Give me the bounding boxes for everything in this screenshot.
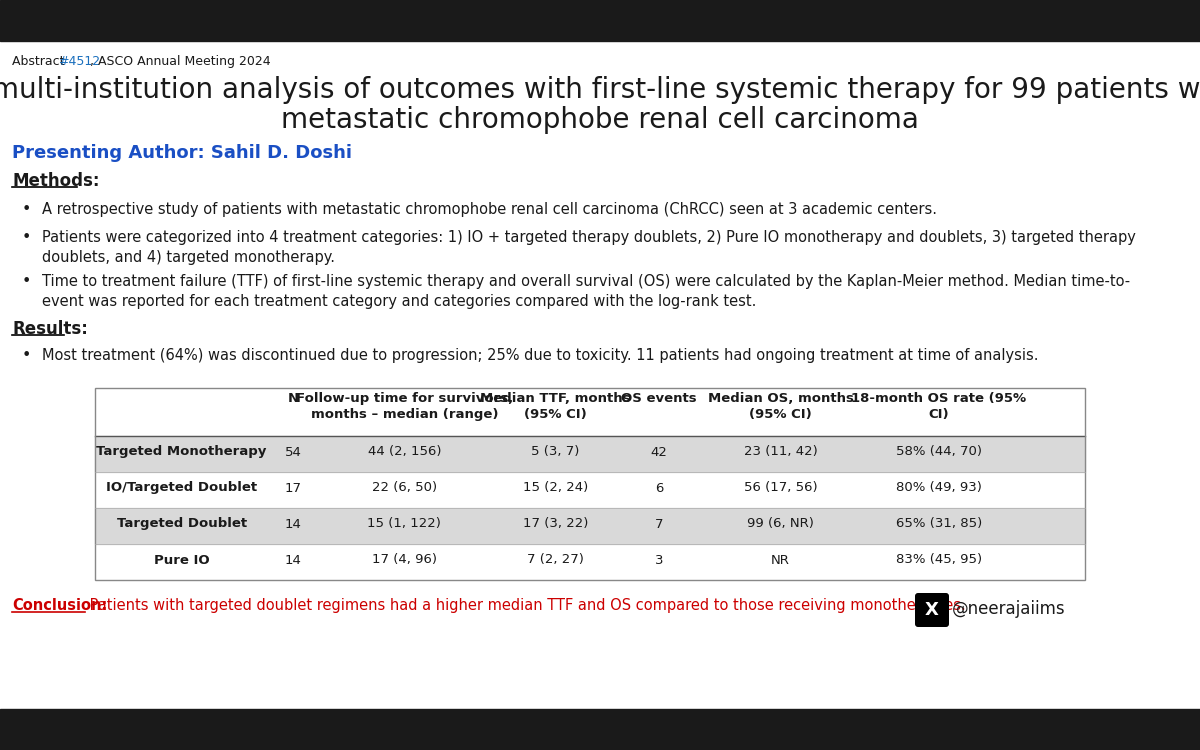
Text: 58% (44, 70): 58% (44, 70) <box>896 446 982 458</box>
Text: Time to treatment failure (TTF) of first-line systemic therapy and overall survi: Time to treatment failure (TTF) of first… <box>42 274 1130 309</box>
Text: Median TTF, months
(95% CI): Median TTF, months (95% CI) <box>480 392 631 421</box>
Text: •: • <box>22 202 31 217</box>
Text: 83% (45, 95): 83% (45, 95) <box>896 554 982 566</box>
Text: •: • <box>22 348 31 363</box>
Text: 80% (49, 93): 80% (49, 93) <box>896 482 982 494</box>
Text: Abstract: Abstract <box>12 55 68 68</box>
Text: Most treatment (64%) was discontinued due to progression; 25% due to toxicity. 1: Most treatment (64%) was discontinued du… <box>42 348 1038 363</box>
Text: Targeted Doublet: Targeted Doublet <box>116 518 247 530</box>
Text: 18-month OS rate (95%
CI): 18-month OS rate (95% CI) <box>852 392 1026 421</box>
Text: Patients with targeted doublet regimens had a higher median TTF and OS compared : Patients with targeted doublet regimens … <box>85 598 966 613</box>
Text: 5 (3, 7): 5 (3, 7) <box>532 446 580 458</box>
Text: 15 (2, 24): 15 (2, 24) <box>523 482 588 494</box>
Text: Pure IO: Pure IO <box>154 554 210 566</box>
Text: IO/Targeted Doublet: IO/Targeted Doublet <box>106 482 257 494</box>
Bar <box>0 709 1200 750</box>
Text: 3: 3 <box>655 554 664 566</box>
Text: •: • <box>22 230 31 245</box>
Text: 17: 17 <box>284 482 301 494</box>
Text: 17 (4, 96): 17 (4, 96) <box>372 554 437 566</box>
Text: A retrospective study of patients with metastatic chromophobe renal cell carcino: A retrospective study of patients with m… <box>42 202 937 217</box>
Text: 23 (11, 42): 23 (11, 42) <box>744 446 817 458</box>
Text: •: • <box>22 274 31 289</box>
Text: metastatic chromophobe renal cell carcinoma: metastatic chromophobe renal cell carcin… <box>281 106 919 134</box>
Bar <box>95 436 1085 472</box>
Text: 99 (6, NR): 99 (6, NR) <box>748 518 814 530</box>
Bar <box>0 0 1200 41</box>
Text: Results:: Results: <box>12 320 88 338</box>
Text: #4512: #4512 <box>58 55 100 68</box>
Text: 44 (2, 156): 44 (2, 156) <box>367 446 442 458</box>
Text: 14: 14 <box>284 554 301 566</box>
Text: 7: 7 <box>655 518 664 530</box>
Text: 15 (1, 122): 15 (1, 122) <box>367 518 442 530</box>
Text: Median OS, months
(95% CI): Median OS, months (95% CI) <box>708 392 853 421</box>
Text: 22 (6, 50): 22 (6, 50) <box>372 482 437 494</box>
Text: 56 (17, 56): 56 (17, 56) <box>744 482 817 494</box>
Text: X: X <box>925 601 938 619</box>
Bar <box>95 508 1085 544</box>
Text: Patients were categorized into 4 treatment categories: 1) IO + targeted therapy : Patients were categorized into 4 treatme… <box>42 230 1136 265</box>
Text: 7 (2, 27): 7 (2, 27) <box>527 554 583 566</box>
Text: A multi-institution analysis of outcomes with first-line systemic therapy for 99: A multi-institution analysis of outcomes… <box>0 76 1200 104</box>
Text: Presenting Author: Sahil D. Doshi: Presenting Author: Sahil D. Doshi <box>12 144 352 162</box>
Text: 6: 6 <box>655 482 664 494</box>
Text: N: N <box>288 392 299 405</box>
Text: Follow-up time for survivors,
months – median (range): Follow-up time for survivors, months – m… <box>295 392 514 421</box>
Bar <box>95 388 1085 580</box>
Text: 54: 54 <box>284 446 301 458</box>
Text: 65% (31, 85): 65% (31, 85) <box>896 518 982 530</box>
Text: , ASCO Annual Meeting 2024: , ASCO Annual Meeting 2024 <box>90 55 271 68</box>
Text: Conclusion:: Conclusion: <box>12 598 107 613</box>
Text: @neerajaiims: @neerajaiims <box>952 600 1066 618</box>
Text: Methods:: Methods: <box>12 172 100 190</box>
Text: 14: 14 <box>284 518 301 530</box>
Text: 42: 42 <box>650 446 667 458</box>
FancyBboxPatch shape <box>916 593 949 627</box>
Text: OS events: OS events <box>622 392 697 405</box>
Text: 17 (3, 22): 17 (3, 22) <box>523 518 588 530</box>
Text: Targeted Monotherapy: Targeted Monotherapy <box>96 446 266 458</box>
Text: NR: NR <box>772 554 790 566</box>
